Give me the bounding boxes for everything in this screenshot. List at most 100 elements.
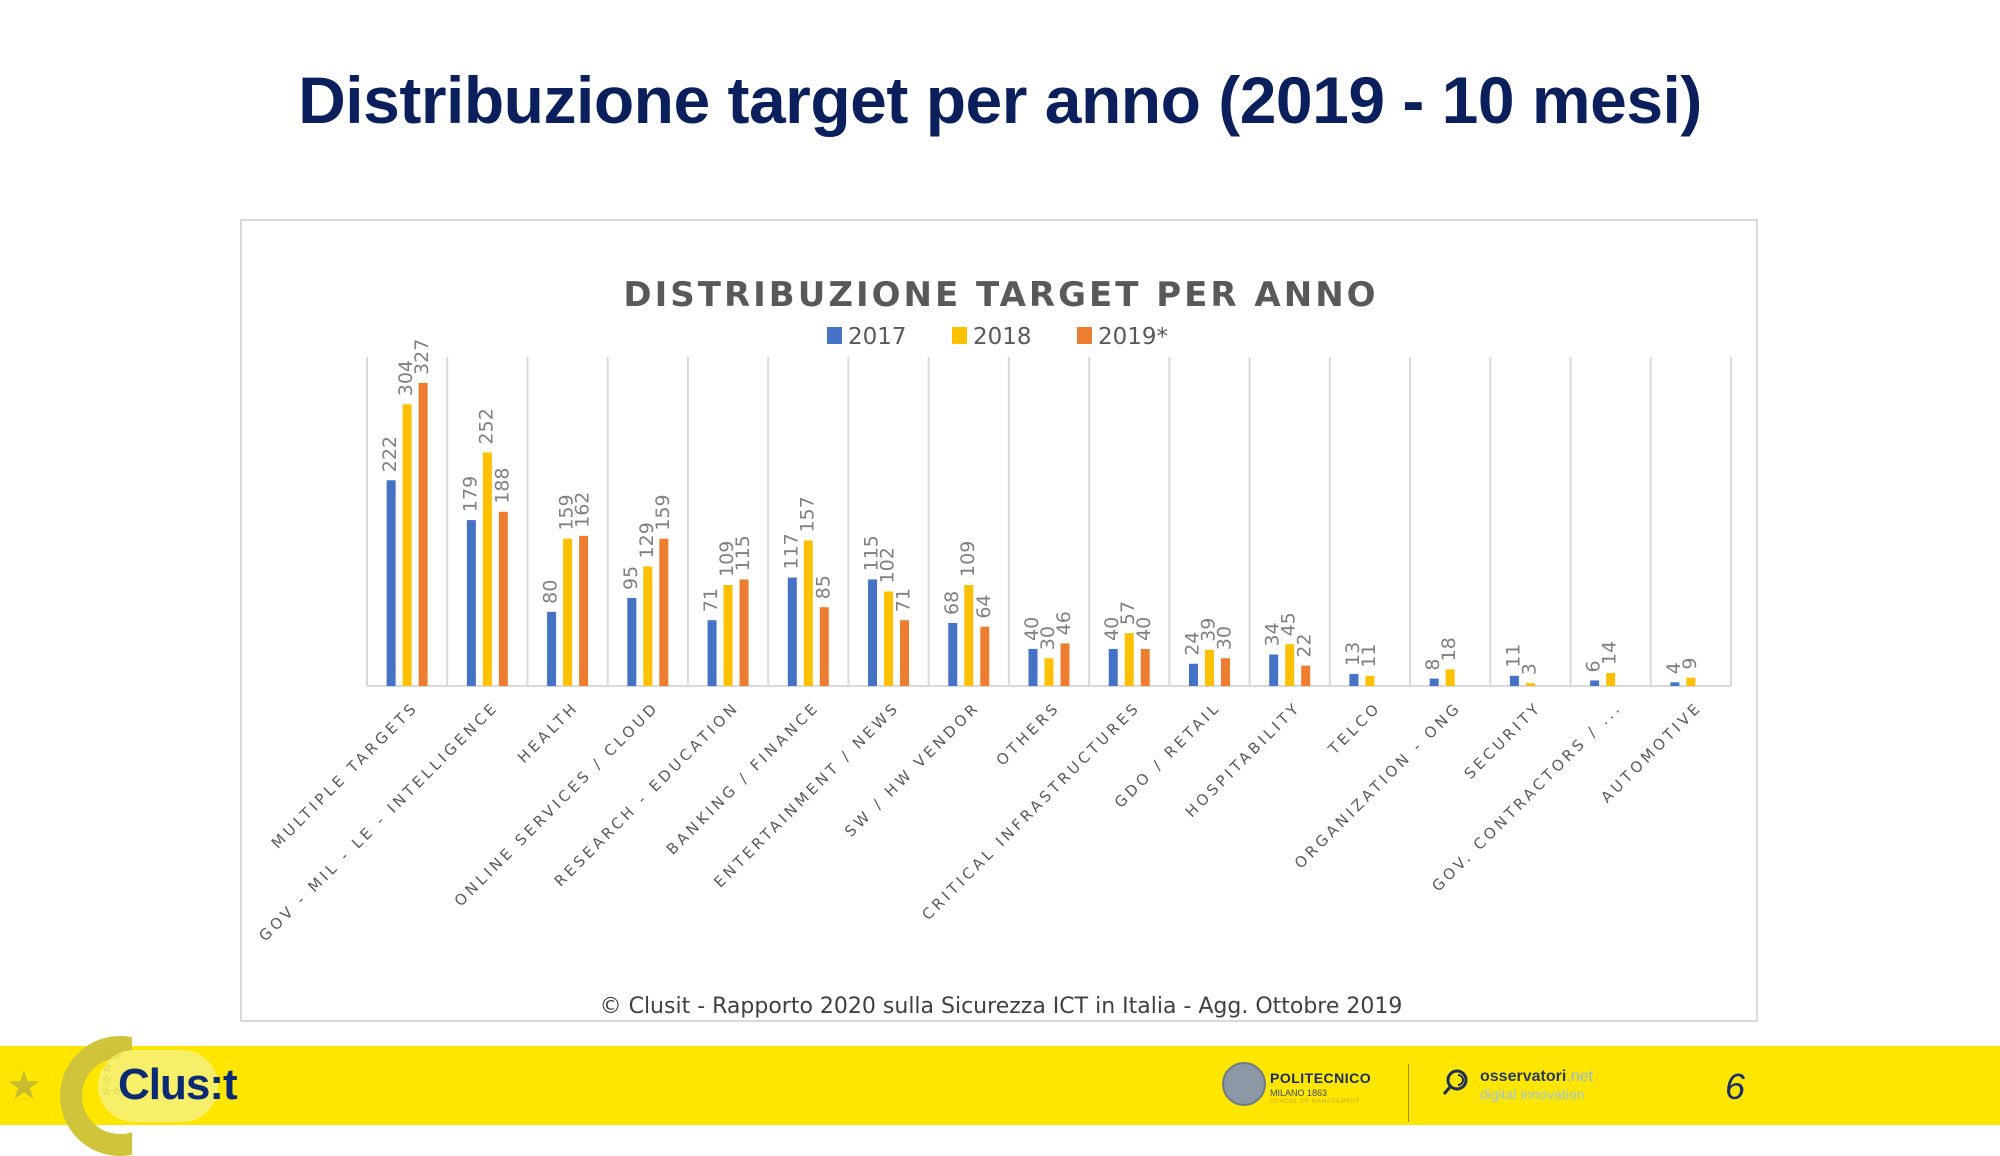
data-label: 6 [1583, 660, 1605, 672]
bar-2017-7 [948, 622, 958, 686]
bar-2019-0 [418, 382, 428, 686]
bar-2019-3 [659, 538, 669, 686]
footer-divider [1408, 1064, 1409, 1122]
data-label: 40 [1133, 617, 1155, 641]
data-label: 304 [395, 360, 417, 396]
data-label: 57 [1117, 601, 1139, 625]
legend-swatch-2018 [952, 327, 967, 344]
data-label: 71 [893, 588, 915, 612]
bar-2018-7 [964, 584, 974, 686]
legend-label-2019: 2019* [1098, 324, 1168, 350]
slide-title: Distribuzione target per anno (2019 - 10… [298, 63, 1702, 137]
star-icon: ★ [6, 1064, 42, 1108]
data-label: 24 [1181, 632, 1203, 656]
osservatori-name: osservatori.net [1480, 1068, 1593, 1086]
bar-2018-10 [1204, 649, 1214, 686]
bar-2017-3 [627, 597, 637, 686]
data-label: 40 [1021, 617, 1043, 641]
bar-2017-14 [1509, 675, 1519, 686]
data-label: 22 [1294, 633, 1316, 657]
category-label: MULTIPLE TARGETS [268, 698, 422, 852]
legend-swatch-2017 [827, 327, 842, 344]
data-label: 9 [1679, 658, 1701, 670]
chart-source: © Clusit - Rapporto 2020 sulla Sicurezza… [600, 994, 1403, 1019]
politecnico-seal-icon [1222, 1062, 1266, 1106]
data-label: 4 [1663, 662, 1685, 674]
category-label: TELCO [1324, 698, 1385, 759]
bar-2018-5 [803, 540, 813, 686]
data-label: 115 [861, 535, 883, 571]
bar-2017-5 [787, 577, 797, 686]
data-label: 109 [957, 541, 979, 577]
data-label: 13 [1342, 642, 1364, 666]
data-label: 85 [812, 575, 834, 599]
osservatori-net: .net [1566, 1068, 1593, 1085]
data-label: 102 [877, 547, 899, 583]
bar-2017-8 [1028, 648, 1038, 686]
category-label: ORGANIZATION - ONG [1291, 698, 1465, 872]
data-label: 30 [1037, 626, 1059, 650]
data-label: 157 [796, 496, 818, 532]
bar-2019-10 [1220, 658, 1230, 686]
data-label: 3 [1518, 663, 1540, 675]
bar-2017-16 [1670, 682, 1680, 686]
data-label: 222 [379, 436, 401, 472]
bar-2019-11 [1301, 665, 1311, 686]
bar-2018-2 [563, 538, 573, 686]
bar-2018-13 [1445, 669, 1455, 686]
bar-2019-5 [819, 607, 829, 686]
bar-2018-0 [402, 404, 412, 686]
data-label: 68 [941, 591, 963, 615]
data-label: 39 [1197, 618, 1219, 642]
data-label: 162 [572, 492, 594, 528]
bar-2018-9 [1124, 633, 1134, 686]
bar-2019-6 [900, 620, 910, 686]
chart-title: DISTRIBUZIONE TARGET PER ANNO [623, 275, 1378, 315]
data-label: 95 [620, 566, 642, 590]
osservatori-label: osservatori [1480, 1068, 1567, 1085]
data-label: 11 [1358, 644, 1380, 668]
bar-2018-12 [1365, 675, 1375, 686]
data-label: 8 [1422, 658, 1444, 670]
bar-2017-9 [1108, 648, 1118, 686]
data-label: 11 [1502, 644, 1524, 668]
bar-2017-11 [1269, 654, 1279, 686]
category-label: OTHERS [993, 698, 1064, 769]
bar-2017-1 [466, 520, 476, 686]
data-label: 109 [716, 541, 738, 577]
bar-2019-8 [1060, 643, 1070, 686]
category-label: HEALTH [514, 698, 582, 766]
bar-2017-13 [1429, 678, 1439, 686]
legend-label-2017: 2017 [848, 324, 907, 350]
bar-2017-15 [1590, 680, 1600, 686]
data-label: 30 [1213, 626, 1235, 650]
data-label: 40 [1101, 617, 1123, 641]
bar-2017-10 [1188, 663, 1198, 686]
bar-2017-6 [868, 579, 878, 686]
bar-2017-4 [707, 620, 717, 686]
data-label: 159 [556, 494, 578, 530]
clusit-logo-background [98, 1050, 218, 1122]
data-label: 129 [636, 522, 658, 558]
data-label: 252 [475, 408, 497, 444]
osservatori-subtitle: digital innovation [1480, 1086, 1585, 1102]
data-label: 34 [1262, 622, 1284, 646]
bar-2018-1 [482, 452, 492, 686]
bar-2019-7 [980, 626, 990, 686]
data-label: 14 [1599, 641, 1621, 665]
politecnico-name: POLITECNICO [1270, 1070, 1372, 1086]
bar-2018-8 [1044, 658, 1054, 686]
bar-2018-6 [884, 591, 894, 686]
bar-chart: DISTRIBUZIONE TARGET PER ANNO 2017 2018 201… [255, 275, 1732, 1019]
bar-2018-3 [643, 566, 653, 686]
legend-label-2018: 2018 [973, 324, 1032, 350]
data-label: 117 [780, 533, 802, 569]
bar-2017-0 [386, 480, 396, 686]
data-label: 64 [973, 594, 995, 618]
bar-2019-2 [579, 535, 589, 686]
category-label: BANKING / FINANCE [663, 698, 823, 858]
politecnico-school: SCHOOL OF MANAGEMENT [1270, 1099, 1360, 1105]
footer-band: ★ ☆☆ ☆ ☆ ☆☆ Clus:t POLITECNICO MILANO 1863 … [0, 1036, 2000, 1156]
legend-swatch-2019 [1077, 327, 1092, 344]
data-label: 188 [491, 468, 513, 504]
